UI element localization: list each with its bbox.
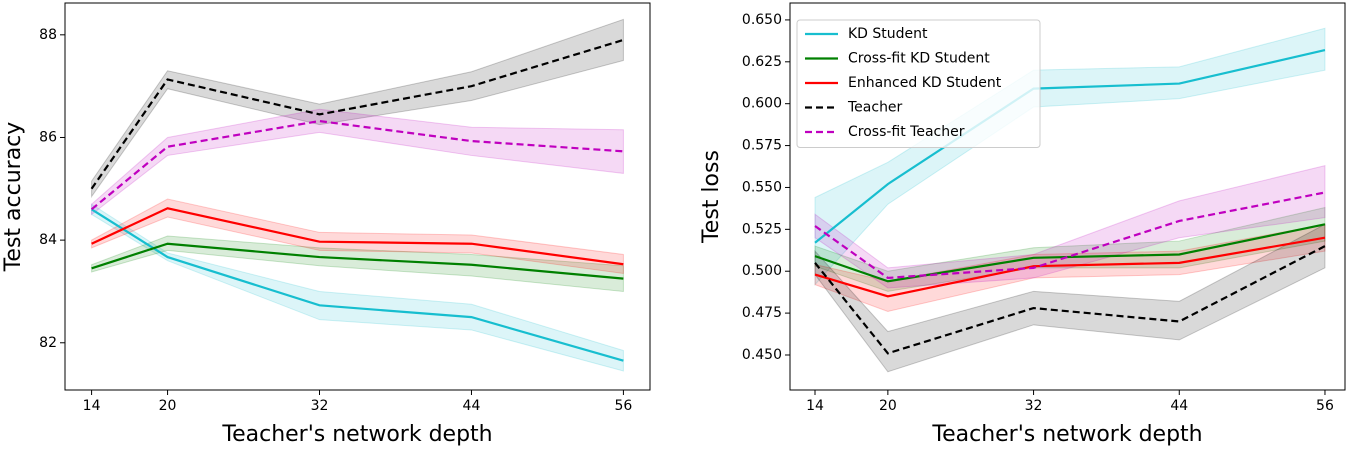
y-tick-label: 0.550 [742,179,782,195]
confidence-band [814,206,1326,292]
y-tick-label: 82 [39,335,57,351]
series-line [814,223,1326,283]
series-line [91,208,624,362]
plot-frame [64,2,651,391]
x-tick-label: 14 [83,398,101,414]
chart: 14 20 32 44 56 82 84 86 88 Teacher's network dept… [1,2,651,447]
legend-box [796,19,1041,148]
legend-label: Enhanced KD Student [848,75,1002,91]
x-axis-label: Teacher's network depth [221,422,492,447]
confidence-band [91,18,624,199]
chart: 14 20 32 44 56 0.450 0.475 0.500 0.525 0.550 0.575… [699,2,1346,447]
y-tick-label: 0.600 [742,96,782,112]
y-tick-label: 86 [39,129,57,145]
y-tick-label: 0.525 [742,221,782,237]
x-tick-label: 32 [311,398,329,414]
series-line [814,191,1326,280]
y-tick-label: 0.575 [742,138,782,154]
x-tick-label: 44 [463,398,481,414]
y-axis-label: Test loss [699,150,724,244]
confidence-band [814,223,1326,373]
x-tick-label: 56 [1316,398,1334,414]
legend-label: Teacher [847,100,903,116]
y-tick-label: 0.650 [742,12,782,28]
y-tick-label: 0.625 [742,54,782,70]
y-tick-label: 0.450 [742,347,782,363]
confidence-band [91,108,624,216]
y-tick-label: 0.500 [742,263,782,279]
series-line [90,119,624,211]
x-tick-label: 56 [614,398,632,414]
y-tick-label: 84 [39,232,57,248]
x-tick-label: 14 [806,398,824,414]
plot-frame [789,2,1346,391]
series-line [90,38,624,190]
series-line [91,242,624,280]
confidence-band [91,235,624,293]
legend-label: Cross-fit Teacher [848,124,965,140]
y-tick-label: 88 [39,27,57,43]
legend-label: Cross-fit KD Student [848,51,990,67]
series-line [91,207,624,266]
x-tick-label: 32 [1025,398,1043,414]
x-tick-label: 20 [879,398,897,414]
x-tick-label: 44 [1170,398,1188,414]
confidence-band [91,198,624,275]
series-line [814,245,1326,355]
confidence-band [91,203,624,372]
legend-label: KD Student [848,26,928,42]
x-tick-label: 20 [159,398,177,414]
confidence-band [814,223,1326,312]
series-line [814,236,1326,298]
legend: KD Student Cross-fit KD Student Enhanced K… [796,19,1041,148]
x-axis-label: Teacher's network depth [931,422,1202,447]
y-axis-label: Test accuracy [1,122,26,273]
confidence-band [814,165,1326,289]
y-tick-label: 0.475 [742,305,782,321]
